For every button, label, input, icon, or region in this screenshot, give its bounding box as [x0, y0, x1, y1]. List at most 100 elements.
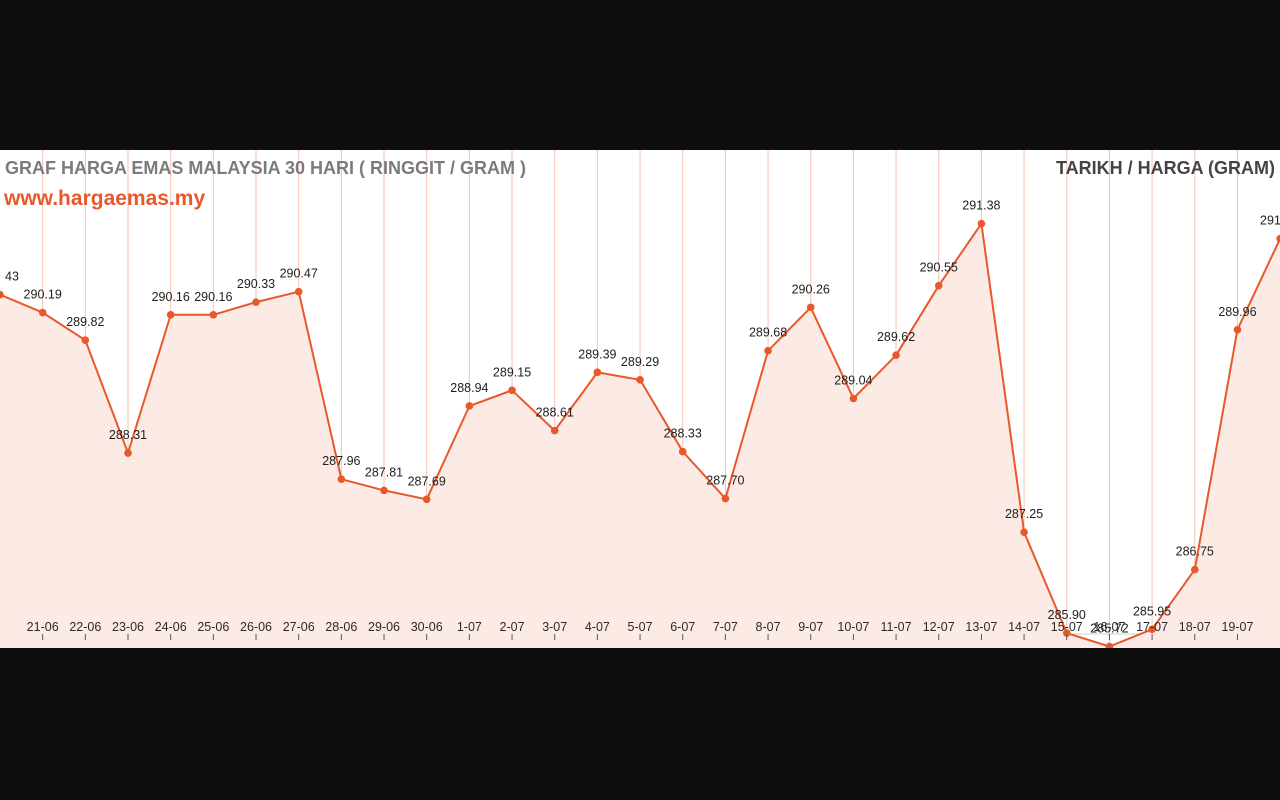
data-point	[294, 287, 303, 296]
data-point	[764, 346, 772, 355]
tick-label: 11-07	[881, 620, 912, 634]
data-label: 289.39	[578, 347, 616, 361]
site-link[interactable]: www.hargaemas.my	[4, 187, 206, 210]
data-point	[721, 494, 730, 503]
data-point	[678, 447, 687, 456]
data-point	[1105, 642, 1114, 648]
tick-label: 10-07	[837, 620, 869, 634]
data-label: 288.61	[536, 406, 574, 420]
data-point	[593, 368, 602, 377]
chart-panel: 290.19 289.82 288.31 290.16 290.16 290.33 290.…	[0, 150, 1280, 648]
tick-label: 15-07	[1051, 620, 1083, 634]
tick-label: 23-06	[112, 620, 144, 634]
data-label: 287.96	[322, 454, 360, 468]
data-point	[1148, 625, 1156, 634]
tick-label: 13-07	[965, 620, 997, 634]
price-area-fill	[0, 223, 1280, 648]
data-label: 287.25	[1005, 507, 1043, 521]
data-point	[1062, 629, 1071, 637]
tick-label: 5-07	[628, 620, 653, 634]
data-point	[38, 308, 47, 317]
data-point	[337, 475, 346, 483]
tick-label: 14-07	[1008, 620, 1040, 634]
data-label: 291.38	[962, 199, 1000, 213]
data-point	[252, 298, 260, 306]
data-point	[977, 219, 986, 228]
data-point	[380, 486, 388, 495]
data-label: 290.16	[194, 290, 232, 304]
data-point	[465, 402, 474, 410]
data-labels: 290.19 289.82 288.31 290.16 290.16 290.33 290.…	[5, 199, 1280, 636]
data-label: 289.96	[1218, 305, 1256, 319]
data-point	[124, 449, 132, 457]
data-label: 287.69	[408, 474, 446, 488]
data-label: 291	[1260, 214, 1280, 228]
data-label: 290.47	[280, 267, 318, 281]
data-label: 289.29	[621, 355, 659, 369]
data-point	[1233, 325, 1242, 334]
chart-title: GRAF HARGA EMAS MALAYSIA 30 HARI ( RINGG…	[5, 158, 527, 178]
data-label: 289.04	[834, 373, 872, 387]
data-point	[892, 351, 900, 359]
tick-label: 24-06	[155, 620, 187, 634]
tick-label: 9-07	[798, 620, 823, 634]
tick-label: 18-07	[1179, 620, 1211, 634]
tick-label: 4-07	[585, 620, 610, 634]
tick-label: 17-07	[1136, 620, 1168, 634]
data-label: 43	[5, 270, 19, 284]
data-point	[166, 311, 175, 319]
tick-label: 22-06	[69, 620, 101, 634]
tick-label: 12-07	[923, 620, 955, 634]
data-point	[1190, 565, 1199, 574]
data-point	[81, 336, 90, 345]
data-label: 290.19	[24, 288, 62, 302]
data-label: 288.31	[109, 428, 147, 442]
tick-label: 8-07	[756, 620, 781, 634]
data-label: 290.33	[237, 277, 275, 291]
tick-label: 3-07	[542, 620, 567, 634]
data-label: 290.55	[920, 261, 958, 275]
data-label: 286.75	[1176, 545, 1214, 559]
data-point	[550, 426, 559, 435]
data-point	[508, 386, 516, 395]
data-label: 290.26	[792, 282, 830, 296]
data-point	[806, 303, 815, 312]
tick-label: 26-06	[240, 620, 272, 634]
tick-label: 30-06	[411, 620, 443, 634]
tick-label: 2-07	[500, 620, 525, 634]
data-label: 285.95	[1133, 604, 1171, 618]
data-label: 287.81	[365, 465, 403, 479]
tick-label: 7-07	[713, 620, 738, 634]
tick-label: 27-06	[283, 620, 315, 634]
data-label: 288.33	[664, 427, 702, 441]
data-point	[934, 281, 943, 290]
data-point	[422, 495, 431, 504]
data-point	[1276, 234, 1280, 243]
data-label: 285.90	[1048, 608, 1086, 622]
data-label: 289.68	[749, 326, 787, 340]
data-points	[0, 219, 1280, 648]
data-label: 289.15	[493, 365, 531, 379]
tick-label: 21-06	[27, 620, 59, 634]
data-label: 289.62	[877, 330, 915, 344]
data-label: 289.82	[66, 315, 104, 329]
tick-label: 19-07	[1221, 620, 1253, 634]
tick-label: 1-07	[457, 620, 482, 634]
data-point	[636, 376, 644, 384]
tick-label: 25-06	[197, 620, 229, 634]
chart-legend: TARIKH / HARGA (GRAM)	[1056, 158, 1275, 178]
tick-label: 29-06	[368, 620, 400, 634]
x-axis-ticks: 21-06 22-06 23-06 24-06 25-06 26-06 27-06 28-06…	[27, 620, 1253, 640]
data-label: 288.94	[450, 381, 488, 395]
data-point	[1020, 528, 1028, 537]
data-label: 290.16	[152, 290, 190, 304]
tick-label: 16-07	[1093, 620, 1125, 634]
data-point	[849, 394, 858, 403]
tick-label: 28-06	[325, 620, 357, 634]
data-label: 287.70	[706, 474, 744, 488]
tick-label: 6-07	[670, 620, 695, 634]
data-point	[0, 290, 4, 299]
data-label: 285.72	[1090, 622, 1128, 636]
data-point	[209, 311, 218, 319]
line-chart: 290.19 289.82 288.31 290.16 290.16 290.33 290.…	[0, 150, 1280, 648]
